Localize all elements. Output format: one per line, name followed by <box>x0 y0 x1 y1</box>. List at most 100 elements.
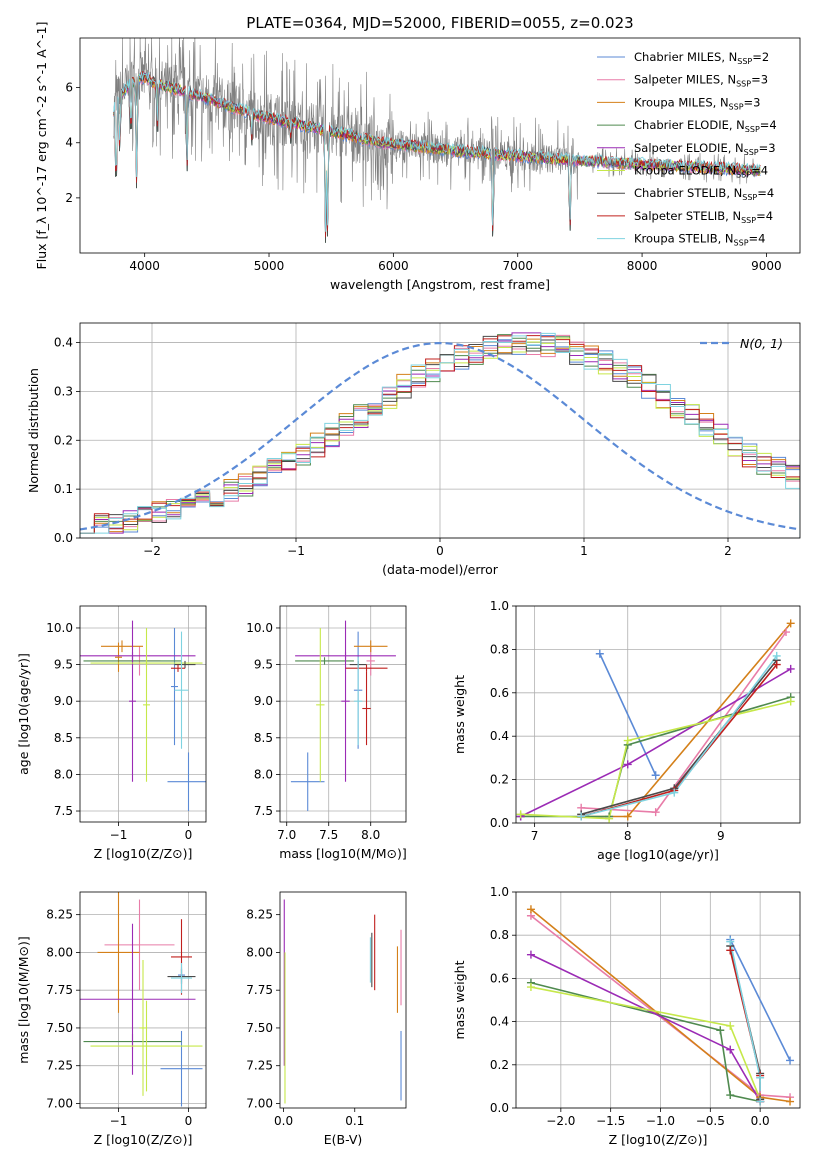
spectrum-legend: Chabrier MILES, NSSP=2 Salpeter MILES, NS… <box>597 50 777 248</box>
y-tick-label: 8.5 <box>254 731 273 745</box>
age_vs_Z-axes: −1 0 7.5 8.0 8.5 9.0 9.5 10.0 Z [log10(Z/Z⊙)] age… <box>16 605 207 861</box>
y-tick-label: 9.0 <box>54 694 73 708</box>
axes-frame <box>79 891 207 1109</box>
y-tick-label: 0.8 <box>490 928 509 942</box>
weight-marker <box>526 983 535 992</box>
spectrum-axes: 4000 5000 6000 7000 8000 9000 2 4 6 wavelength [A… <box>34 22 801 292</box>
y-tick-label: 7.00 <box>46 1096 73 1110</box>
weight-line-7 <box>729 950 761 1102</box>
weight-marker <box>756 1073 765 1082</box>
x-tick-label: −2.0 <box>546 1114 575 1128</box>
legend-entry: N(0, 1) <box>740 336 783 351</box>
y-tick-label: 8.25 <box>46 908 73 922</box>
y-tick-label: 9.5 <box>254 658 273 672</box>
y-tick-label: 0.2 <box>490 1058 509 1072</box>
residual-histogram-8 <box>80 332 800 538</box>
y-tick-label: 0.4 <box>54 336 73 350</box>
x-axis-label: Z [log10(Z/Z⊙)] <box>609 1132 708 1147</box>
age_vs_mass-marks <box>290 620 396 812</box>
weight-marker <box>726 1091 735 1100</box>
x-tick-label: −0.5 <box>696 1114 725 1128</box>
y-tick-label: 7.75 <box>246 983 273 997</box>
x-tick-label: 7.0 <box>277 828 296 842</box>
y-tick-label: 7.5 <box>54 804 73 818</box>
errorbar-point <box>341 620 350 782</box>
weight-line-6 <box>580 659 778 816</box>
legend-entry: Chabrier MILES, NSSP=2 <box>634 50 769 66</box>
weight-marker <box>772 651 781 660</box>
errorbar-point <box>295 657 354 665</box>
weight-marker <box>786 1097 795 1106</box>
y-tick-label: 7.50 <box>46 1021 73 1035</box>
mass_vs_Z-axes: −1 0 7.00 7.25 7.50 7.75 8.00 8.25 Z [log10(Z/Z⊙… <box>16 891 207 1147</box>
y-tick-label: 0.3 <box>54 384 73 398</box>
errorbar-point <box>345 664 388 672</box>
errorbar-point <box>115 642 122 672</box>
x-tick-label: 1 <box>580 544 588 558</box>
y-tick-label: 0.8 <box>490 642 509 656</box>
weight-marker <box>786 619 795 628</box>
y-tick-label: 0.6 <box>490 686 509 700</box>
x-axis-label: age [log10(age/yr)] <box>597 847 719 862</box>
y-tick-label: 7.25 <box>246 1059 273 1073</box>
x-axis-label: E(B-V) <box>324 1132 363 1147</box>
y-tick-label: 0.6 <box>490 971 509 985</box>
x-tick-label: 9 <box>717 829 725 843</box>
y-tick-label: 0.0 <box>54 531 73 545</box>
errorbar-point <box>362 671 371 746</box>
legend-entry: Chabrier ELODIE, NSSP=4 <box>634 118 777 134</box>
axes-frame <box>79 605 207 823</box>
x-axis-label: mass [log10(M/M⊙)] <box>279 846 407 861</box>
axes-frame <box>279 891 407 1109</box>
weight-marker <box>726 946 735 955</box>
x-axis-label: wavelength [Angstrom, rest frame] <box>330 277 550 292</box>
y-tick-label: 8.00 <box>246 945 273 959</box>
y-tick-label: 10.0 <box>46 621 73 635</box>
x-tick-label: −1.0 <box>646 1114 675 1128</box>
errorbar-point <box>316 627 325 782</box>
weight-marker <box>786 697 795 706</box>
weight-line-2 <box>581 622 792 818</box>
weight-marker <box>526 950 535 959</box>
weight-marker <box>756 1097 765 1106</box>
errorbar-point <box>97 892 140 1013</box>
y-tick-label: 0.2 <box>54 433 73 447</box>
x-tick-label: −1 <box>110 1114 128 1128</box>
x-tick-label: 8.0 <box>361 828 380 842</box>
x-tick-label: −2 <box>143 544 161 558</box>
y-tick-label: 10.0 <box>246 621 273 635</box>
errorbar-point <box>129 620 136 782</box>
weight-line-7 <box>580 664 778 818</box>
weight-marker <box>651 771 660 780</box>
weight-marker <box>786 664 795 673</box>
weight-marker <box>726 1021 735 1030</box>
weight-line-5 <box>520 700 791 820</box>
axes-frame <box>515 891 801 1109</box>
weight-marker <box>726 1045 735 1054</box>
x-tick-label: −1 <box>110 828 128 842</box>
weight-line-1 <box>581 631 787 813</box>
weight_vs_Z-axes: −2.0 −1.5 −1.0 −0.5 0.0 0.0 0.2 0.4 0.6 0.8 1.0 Z [… <box>452 885 801 1147</box>
y-tick-label: 9.5 <box>54 658 73 672</box>
y-tick-label: 7.25 <box>46 1059 73 1073</box>
axes-frame <box>279 605 407 823</box>
model-spectrum-8 <box>113 71 761 232</box>
weight_vs_age-axes: 7 8 9 0.0 0.2 0.4 0.6 0.8 1.0 age [log10(age/yr)]… <box>452 599 801 862</box>
y-tick-label: 8.5 <box>54 731 73 745</box>
weight-marker <box>651 808 660 817</box>
x-tick-label: 8 <box>624 829 632 843</box>
errorbar-point <box>171 627 178 746</box>
y-tick-label: 2 <box>65 191 73 205</box>
y-tick-label: 7.75 <box>46 983 73 997</box>
gaussian-curve <box>80 341 800 531</box>
weight_vs_age-marks <box>520 622 792 820</box>
errorbar-point <box>174 631 189 749</box>
x-tick-label: 4000 <box>129 259 160 273</box>
y-tick-label: 7.00 <box>246 1096 273 1110</box>
errorbar-point <box>139 959 147 1096</box>
legend-entry: Salpeter MILES, NSSP=3 <box>634 73 768 89</box>
x-tick-label: −1.5 <box>596 1114 625 1128</box>
y-tick-label: 1.0 <box>490 885 509 899</box>
y-axis-label: mass [log10(M/M⊙)] <box>16 936 31 1064</box>
